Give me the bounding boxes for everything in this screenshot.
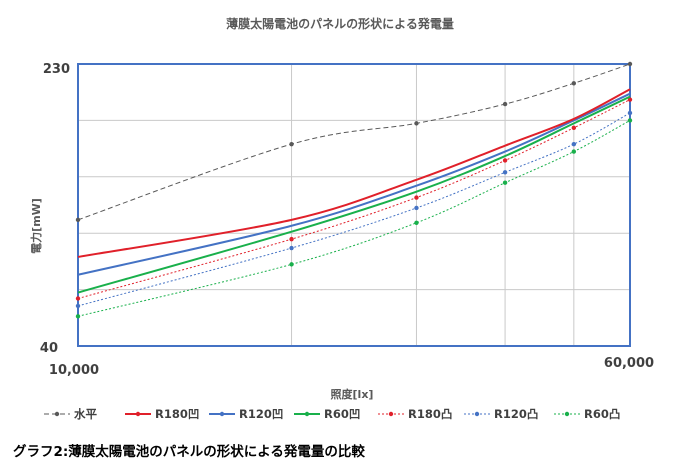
legend-label: 水平 [74,407,97,421]
series-line [77,92,631,276]
legend-marker [474,411,480,417]
y-axis-label: 電力[mW] [29,198,43,254]
data-point [571,125,577,131]
series-3 [77,95,631,294]
data-point [627,97,633,102]
series-5 [75,110,633,309]
legend-item: R60凸 [554,407,620,421]
y-tick-label-bottom: 40 [40,341,58,356]
legend: 水平 R180凹 R120凹 R60凹 R180凸 R120凸 R60凸 [44,407,620,421]
y-tick-label-top: 230 [43,62,70,77]
data-point [502,158,508,163]
legend-item: R180凹 [125,407,199,421]
data-point [571,81,577,86]
x-tick-label-right: 60,000 [604,356,654,371]
series-line [77,112,631,307]
x-tick-label-left: 10,000 [49,363,99,378]
legend-marker [54,411,60,417]
series-line [77,119,631,317]
legend-label: R180凹 [155,407,199,421]
data-point [414,195,419,200]
data-point [75,296,81,301]
series-2 [77,92,631,276]
data-point [571,141,577,147]
data-point [289,236,294,242]
legend-item: R120凹 [209,407,283,421]
power-chart: 薄膜太陽電池のパネルの形状による発電量 230 40 10,000 60,000… [29,16,654,421]
data-point [627,61,633,67]
x-axis-label: 照度[lx] [331,387,374,401]
data-point [289,245,294,251]
data-point [502,180,508,185]
data-point [414,121,419,126]
data-point [502,101,508,107]
legend-item: R180凸 [378,407,452,421]
data-point [414,205,419,211]
legend-label: R180凸 [408,407,452,421]
series-line [77,95,631,294]
grid-lines [78,64,630,346]
figure-caption: グラフ2:薄膜太陽電池のパネルの形状による発電量の比較 [13,444,365,460]
data-point [75,217,81,223]
data-point [502,170,508,175]
data-point [571,149,577,154]
legend-marker [388,411,394,417]
chart-title: 薄膜太陽電池のパネルの形状による発電量 [226,16,454,31]
legend-item: R60凹 [294,407,360,421]
series-4 [75,97,633,301]
data-point [289,262,294,267]
series-6 [75,118,633,319]
series-line [77,88,631,258]
legend-label: R120凸 [494,407,538,421]
series-0 [75,61,633,223]
legend-item: R120凸 [464,407,538,421]
data-point [627,118,633,123]
legend-label: R60凸 [584,407,620,421]
series-1 [77,88,631,258]
legend-marker [219,411,225,417]
plot-area-border [77,63,631,347]
legend-label: R60凹 [324,407,360,421]
series-line [77,63,631,221]
data-point [75,314,81,319]
legend-marker [564,411,570,417]
legend-label: R120凹 [239,407,283,421]
legend-marker [135,411,141,417]
series-layer [75,61,633,319]
legend-marker [304,411,310,417]
data-point [75,303,81,309]
legend-item: 水平 [44,407,97,421]
data-point [414,220,419,226]
data-point [289,141,294,147]
data-point [627,110,633,116]
